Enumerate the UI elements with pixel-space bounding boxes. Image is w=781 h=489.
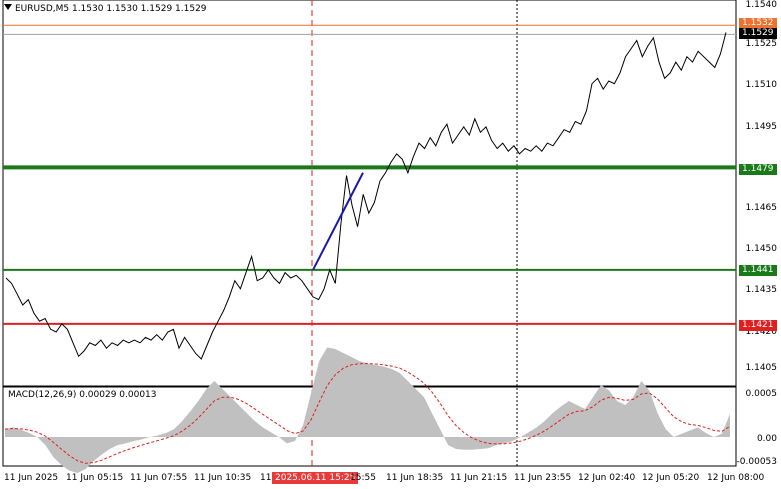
- upper-green-price-tag: 1.1479: [739, 164, 777, 175]
- lower-green-price-tag: 1.1441: [739, 265, 777, 276]
- price-tick: 1.1540: [745, 0, 778, 10]
- macd-axis-tick: -0.00053: [736, 457, 777, 467]
- symbol-header: EURUSD,M5 1.1530 1.1530 1.1529 1.1529: [4, 4, 207, 14]
- time-tick: 11 Jun 2025: [4, 473, 59, 483]
- dropdown-triangle-icon[interactable]: [4, 4, 12, 10]
- macd-axis-tick: 0.00: [756, 434, 777, 444]
- red-level-price-tag: 1.1421: [739, 320, 777, 331]
- time-tick: 11 Jun 23:55: [514, 473, 572, 483]
- time-tick: 11 Jun 07:55: [130, 473, 188, 483]
- price-tick: 1.1465: [745, 203, 778, 213]
- crosshair-time-label: 2025.06.11 15:25: [272, 472, 359, 484]
- price-tick: 1.1420: [745, 327, 778, 337]
- macd-indicator-label: MACD(12,26,9) 0.00029 0.00013: [8, 390, 157, 400]
- time-tick: 11 Jun 05:15: [66, 473, 124, 483]
- macd-axis-tick: 0.0005: [745, 389, 778, 399]
- macd-signal-line: [4, 363, 731, 464]
- time-tick: 12 Jun 02:40: [578, 473, 636, 483]
- symbol-info: EURUSD,M5 1.1530 1.1530 1.1529 1.1529: [15, 4, 207, 14]
- price-tick: 1.1450: [745, 244, 778, 254]
- time-tick: 11 Jun 18:35: [386, 473, 444, 483]
- current-price-tag: 1.1529: [739, 28, 777, 39]
- price-tick: 1.1510: [745, 80, 778, 90]
- top-level-price-tag: 1.1532: [739, 18, 777, 29]
- price-tick: 1.1495: [745, 122, 778, 132]
- price-line-series: [5, 32, 727, 360]
- trend-line: [312, 172, 364, 271]
- price-tick: 1.1405: [745, 363, 778, 373]
- price-tick: 1.1525: [745, 39, 778, 49]
- time-tick: 11 Jun 10:35: [194, 473, 252, 483]
- time-tick: 12 Jun 08:00: [707, 473, 765, 483]
- time-tick: 11 Jun 21:15: [450, 473, 508, 483]
- time-tick: 11: [260, 473, 272, 483]
- time-tick: 12 Jun 05:20: [642, 473, 700, 483]
- price-pane-frame: [2, 0, 737, 387]
- time-tick: 15:55: [350, 473, 376, 483]
- price-tick: 1.1435: [745, 285, 778, 295]
- macd-histogram: [5, 347, 730, 473]
